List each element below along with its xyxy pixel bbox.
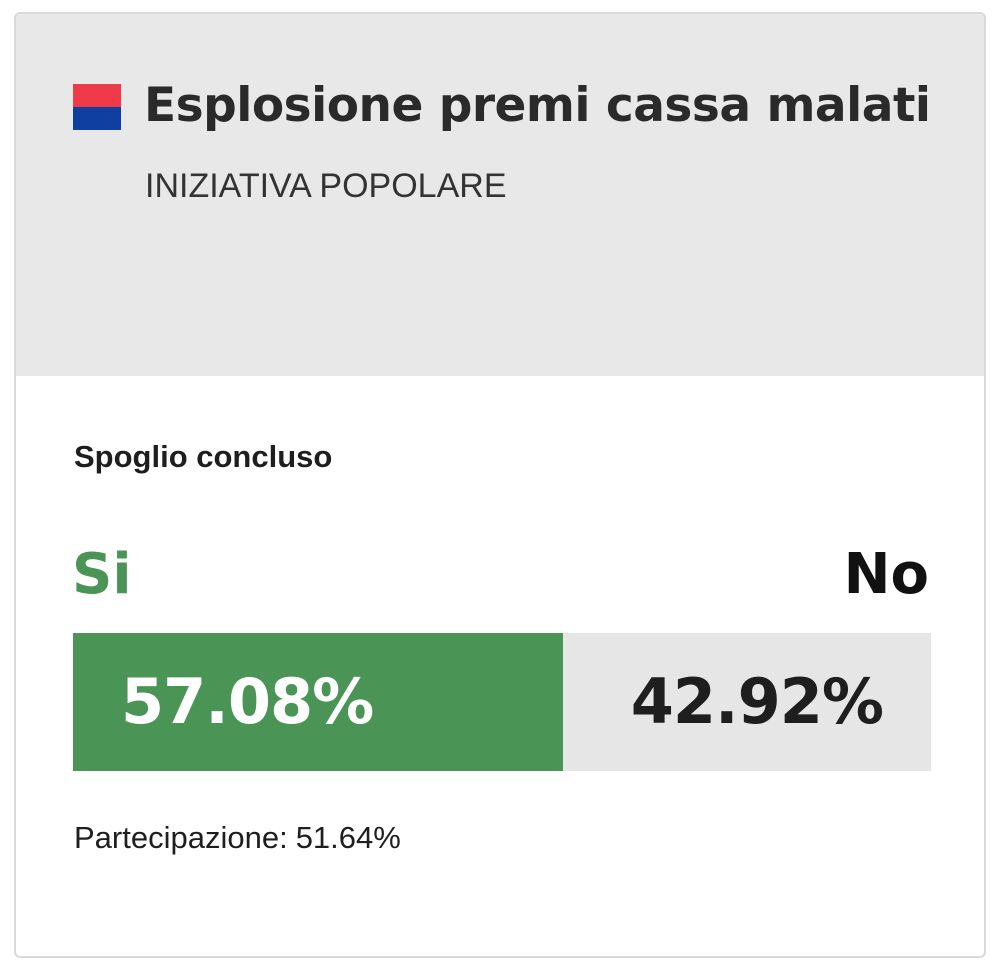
no-label: No [843,542,929,607]
turnout: Partecipazione: 51.64% [74,820,401,856]
result-bar: 57.08% 42.92% [73,633,931,771]
flag-bottom-stripe [73,107,121,130]
vote-type: INIZIATIVA POPOLARE [145,167,507,205]
turnout-label: Partecipazione: [74,820,288,855]
turnout-value: 51.64% [295,820,401,855]
vote-title: Esplosione premi cassa malati [144,78,931,133]
card-header: Esplosione premi cassa malati INIZIATIVA… [16,14,984,376]
yes-percentage: 57.08% [121,665,374,738]
ticino-flag-icon [73,84,121,130]
vote-result-card: Esplosione premi cassa malati INIZIATIVA… [14,12,986,958]
yes-label: Si [72,542,132,607]
count-status: Spoglio concluso [74,439,333,474]
yes-bar-fill [73,633,563,771]
flag-top-stripe [73,84,121,107]
no-percentage: 42.92% [630,665,884,738]
